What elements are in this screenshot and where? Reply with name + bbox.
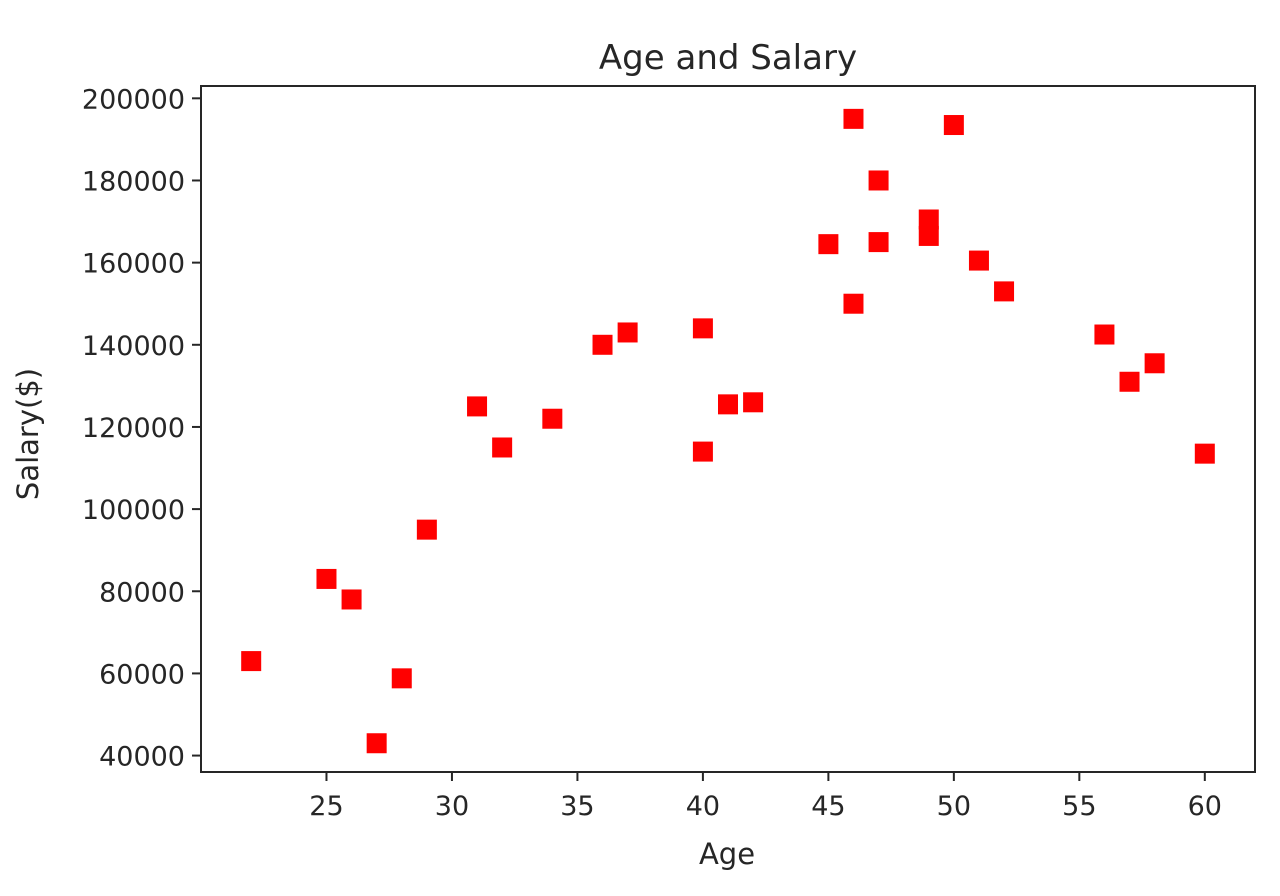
x-tick-label: 30	[435, 791, 469, 822]
data-point	[743, 392, 764, 413]
data-point	[918, 209, 939, 230]
plot-area: 25 30 35 40 45 50 55 60 40000 60000 80000 100000 120…	[82, 84, 1256, 822]
data-point	[366, 733, 387, 754]
y-tick-label: 180000	[82, 166, 185, 197]
data-point	[1094, 324, 1115, 345]
y-axis-label: Salary($)	[11, 368, 45, 500]
data-point	[592, 334, 613, 355]
data-point	[868, 232, 889, 253]
y-tick-label: 200000	[82, 84, 185, 115]
data-point	[843, 293, 864, 314]
data-point	[1144, 353, 1165, 374]
data-point	[692, 318, 713, 339]
y-tick-label: 160000	[82, 249, 185, 280]
x-tick-label: 25	[309, 791, 343, 822]
plot-frame	[200, 85, 1256, 773]
chart-title: Age and Salary	[599, 38, 857, 78]
data-point	[542, 408, 563, 429]
x-tick-label: 60	[1188, 791, 1222, 822]
data-point	[918, 225, 939, 246]
x-tick-label: 40	[686, 791, 720, 822]
data-point	[968, 250, 989, 271]
data-point	[416, 519, 437, 540]
y-tick-label: 60000	[99, 659, 185, 690]
data-point	[692, 441, 713, 462]
data-point	[718, 394, 738, 415]
data-point	[1194, 443, 1215, 464]
y-tick-label: 100000	[82, 495, 185, 526]
y-tick-label: 80000	[99, 577, 185, 608]
data-point	[391, 668, 412, 689]
data-point	[492, 437, 513, 458]
x-tick-label: 50	[937, 791, 971, 822]
data-point	[818, 234, 839, 255]
x-tick-label: 35	[560, 791, 594, 822]
data-point	[843, 108, 864, 129]
data-point	[994, 281, 1015, 302]
data-point	[341, 589, 362, 610]
data-point	[1119, 371, 1140, 392]
data-point	[316, 568, 337, 589]
x-tick-label: 45	[811, 791, 845, 822]
data-point	[617, 322, 638, 343]
x-tick-label: 55	[1062, 791, 1096, 822]
x-axis-label: Age	[699, 837, 755, 871]
data-point	[467, 396, 488, 417]
y-tick-label: 40000	[99, 742, 185, 773]
y-tick-label: 120000	[82, 413, 185, 444]
data-point	[943, 115, 964, 136]
data-point	[868, 170, 889, 191]
y-tick-label: 140000	[82, 331, 185, 362]
data-point	[241, 651, 262, 672]
